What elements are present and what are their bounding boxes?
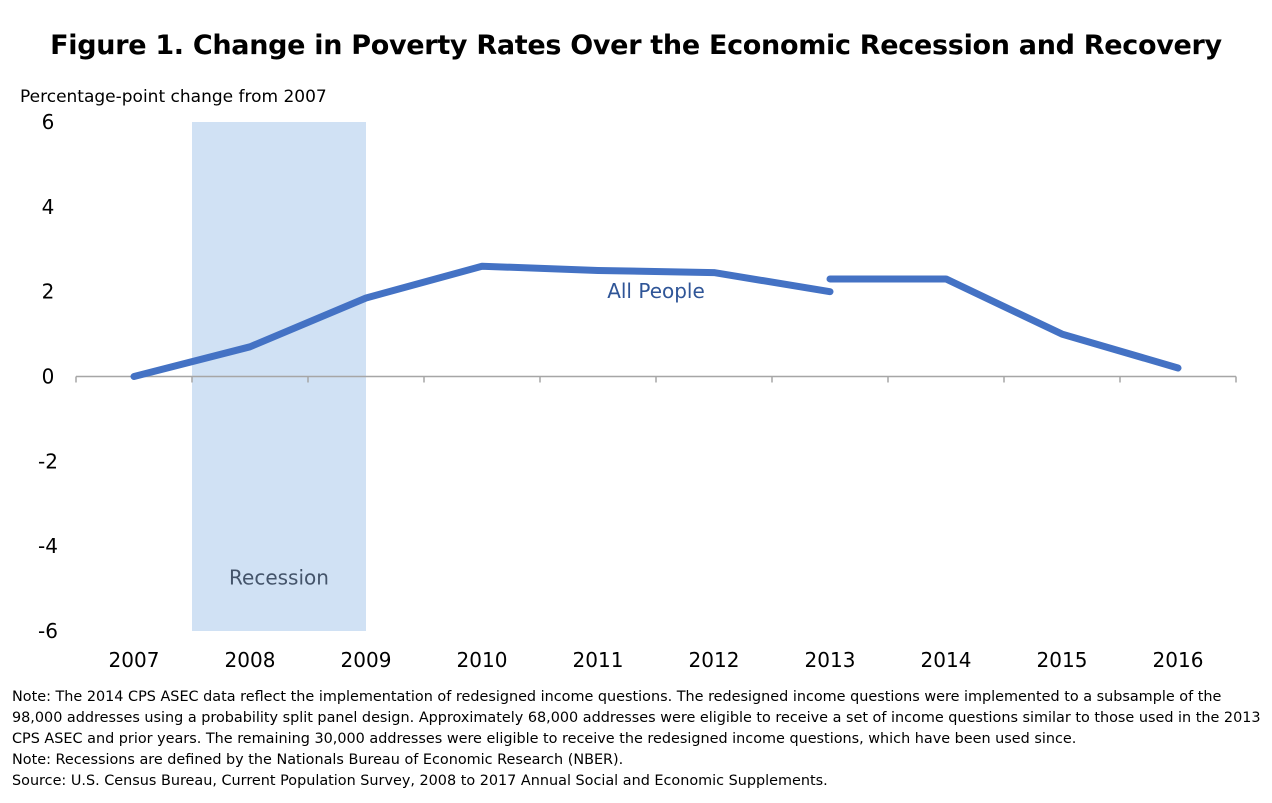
x-tick-label: 2013 xyxy=(805,648,856,672)
x-tick-label: 2012 xyxy=(689,648,740,672)
y-tick-label: -4 xyxy=(38,534,58,558)
x-tick-labels: 2007 2008 2009 2010 2011 2012 2013 2014 2015 2016 xyxy=(109,648,1204,672)
y-tick-label: 2 xyxy=(42,280,55,304)
x-tick-label: 2016 xyxy=(1153,648,1204,672)
y-axis-label: Percentage-point change from 2007 xyxy=(20,87,327,107)
note-line: CPS ASEC and prior years. The remaining … xyxy=(12,731,1077,747)
y-tick-label: 0 xyxy=(42,365,55,389)
recession-label: Recession xyxy=(229,565,329,589)
chart-title: Figure 1. Change in Poverty Rates Over t… xyxy=(50,30,1222,61)
chart-notes: Note: The 2014 CPS ASEC data reflect the… xyxy=(12,687,1262,792)
note-line: 98,000 addresses using a probability spl… xyxy=(12,710,1261,726)
series-label-all-people: All People xyxy=(607,279,705,303)
source-line: Source: U.S. Census Bureau, Current Popu… xyxy=(12,773,828,789)
x-tick-label: 2008 xyxy=(225,648,276,672)
x-tick-label: 2010 xyxy=(457,648,508,672)
chart-plot: Recession Percentage-point change from 2… xyxy=(20,87,1237,672)
series-line-segment xyxy=(130,262,834,380)
y-tick-labels: 6 4 2 0 -2 -4 -6 xyxy=(38,110,58,643)
note-line: Note: The 2014 CPS ASEC data reflect the… xyxy=(12,689,1222,705)
y-tick-label: -2 xyxy=(38,449,58,473)
series-all-people xyxy=(130,262,1182,380)
note-line: Note: Recessions are defined by the Nati… xyxy=(12,752,624,768)
x-tick-label: 2009 xyxy=(341,648,392,672)
y-tick-label: 6 xyxy=(42,110,55,134)
y-tick-label: -6 xyxy=(38,619,58,643)
y-tick-label: 4 xyxy=(42,195,55,219)
series-line-segment xyxy=(826,275,1182,372)
x-tick-marks xyxy=(75,376,1237,383)
x-tick-label: 2011 xyxy=(573,648,624,672)
x-tick-label: 2007 xyxy=(109,648,160,672)
x-tick-label: 2015 xyxy=(1037,648,1088,672)
x-tick-label: 2014 xyxy=(921,648,972,672)
